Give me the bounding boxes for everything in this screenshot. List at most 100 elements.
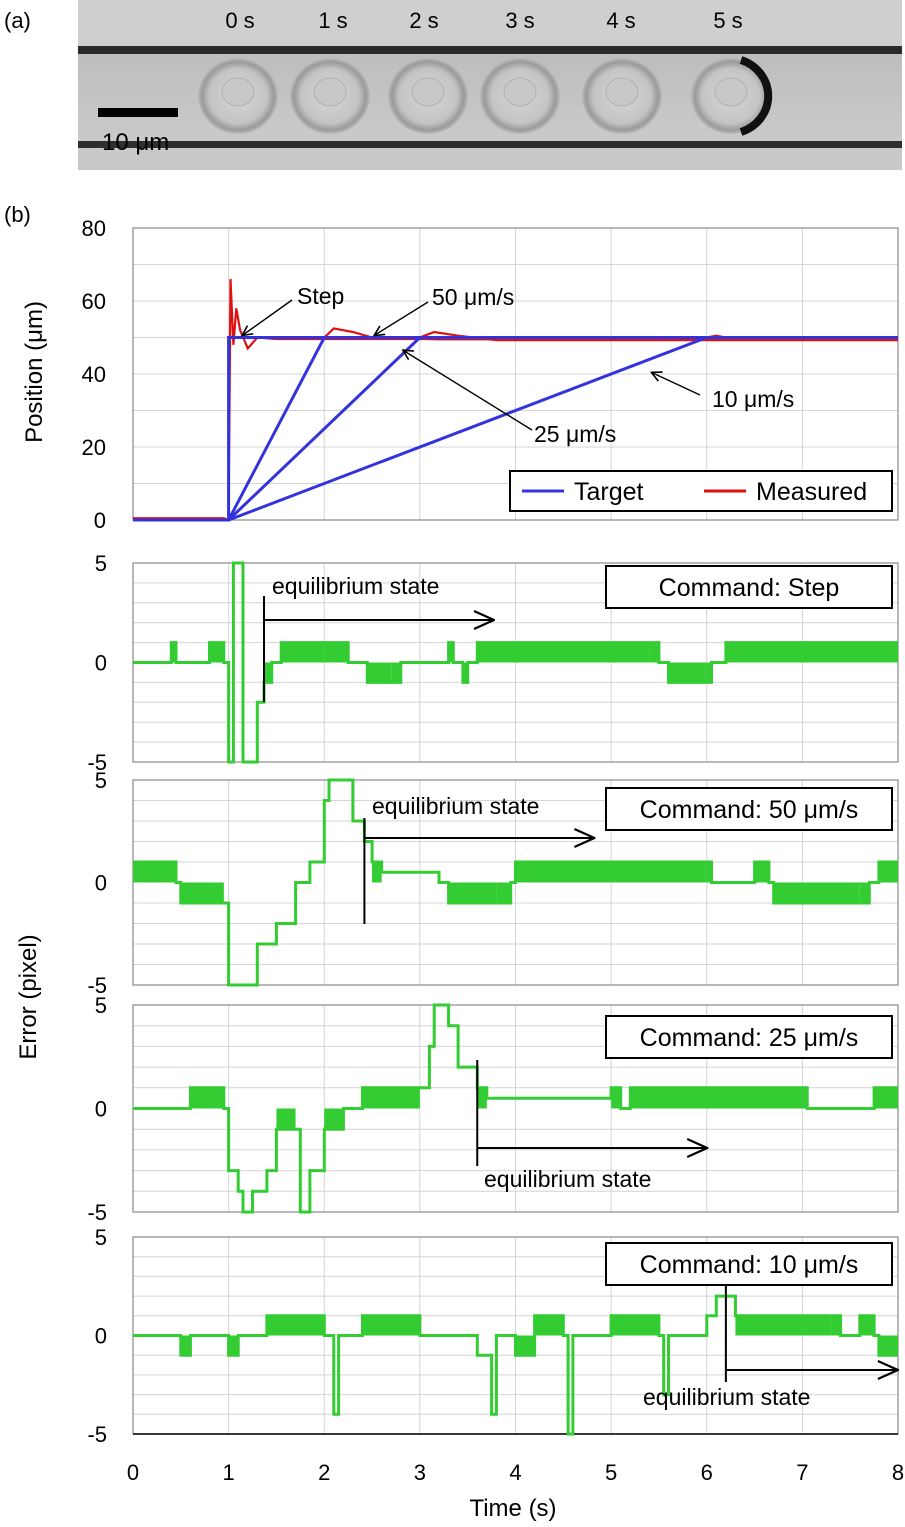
error-noise-band: [180, 1335, 191, 1356]
error-noise-band: [859, 1315, 875, 1336]
error-noise-band: [362, 1315, 420, 1336]
y-tick-label: 5: [95, 993, 107, 1018]
y-tick-label: 5: [95, 768, 107, 793]
equilibrium-label: equilibrium state: [272, 573, 439, 599]
error-noise-band: [133, 862, 177, 883]
x-tick-label: 5: [605, 1460, 617, 1485]
y-tick-label: 5: [95, 1225, 107, 1250]
error-noise-band: [649, 642, 659, 663]
error-noise-band: [630, 1087, 803, 1109]
plot-error-10: -5 0 5 Command: 10 μm/s equilibrium state 0 1 2…: [87, 1225, 904, 1485]
plot-error-25: -5 0 5 Command: 25 μm/s equilibrium state: [87, 993, 899, 1225]
error-noise-band: [515, 1335, 535, 1356]
error-noise-band: [180, 882, 224, 903]
error-noise-band: [266, 1315, 325, 1336]
cell-sequence: [198, 56, 773, 136]
error-noise-band: [878, 1335, 898, 1356]
annotation-arrow: [242, 299, 293, 336]
error-noise-band: [209, 642, 224, 663]
x-tick-label: 2: [318, 1460, 330, 1485]
y-tick-label: -5: [87, 1200, 107, 1225]
error-noise-band: [874, 1087, 898, 1109]
error-noise-band: [668, 662, 707, 683]
error-noise-band: [448, 642, 454, 663]
command-box: [605, 1015, 893, 1059]
cell-nucleus: [714, 77, 748, 107]
time-label: 0 s: [225, 8, 254, 33]
legend: Target Measured: [509, 470, 893, 512]
error-noise-band: [611, 1315, 659, 1336]
annotation-arrow: [651, 372, 701, 396]
time-label: 4 s: [606, 8, 635, 33]
error-noise-band: [324, 1108, 344, 1130]
time-label: 5 s: [713, 8, 742, 33]
annotation-label: 10 μm/s: [712, 386, 794, 412]
cell-edge: [739, 56, 773, 136]
y-tick-label: 0: [94, 508, 106, 533]
x-tick-label: 8: [892, 1460, 904, 1485]
legend-box: [509, 470, 893, 512]
annotation-arrow: [403, 350, 533, 431]
error-noise-band: [228, 1335, 239, 1356]
time-labels: 0 s 1 s 2 s 3 s 4 s 5 s: [225, 8, 742, 33]
error-noise-band: [171, 642, 177, 663]
error-noise-band: [735, 1315, 832, 1336]
annotation-label: 50 μm/s: [432, 284, 514, 310]
command-box: [605, 787, 893, 831]
x-tick-label: 3: [414, 1460, 426, 1485]
target-line: [228, 336, 898, 522]
scale-bar-label: 10 μm: [102, 129, 169, 156]
error-noise-band: [276, 1108, 296, 1130]
command-label: Command: 50 μm/s: [640, 796, 859, 824]
cell-nucleus: [313, 77, 347, 107]
time-label: 3 s: [505, 8, 534, 33]
error-noise-band: [448, 882, 497, 903]
error-noise-band: [611, 1087, 621, 1109]
error-noise-band: [878, 862, 898, 883]
equilibrium-label: equilibrium state: [372, 793, 539, 819]
error-noise-band: [190, 1087, 224, 1109]
micrograph: 0 s 1 s 2 s 3 s 4 s 5 s 10 μm: [78, 0, 902, 170]
error-noise-band: [831, 1315, 841, 1336]
time-label: 2 s: [409, 8, 438, 33]
position-axis-title: Position (μm): [21, 301, 48, 443]
panel-a-label: (a): [4, 8, 31, 33]
plot-position: 0 20 40 60 80 Step 50 μm/s 25 μm/s 10 μm/s Target…: [82, 216, 899, 533]
y-tick-label: 0: [95, 871, 107, 896]
error-noise-band: [754, 862, 769, 883]
x-tick-label: 0: [127, 1460, 139, 1485]
error-noise-band: [859, 882, 870, 903]
error-noise-band: [391, 662, 401, 683]
plot-frame: [132, 227, 899, 521]
y-tick-label: -5: [87, 973, 107, 998]
cell-nucleus: [411, 77, 445, 107]
x-tick-label: 1: [223, 1460, 235, 1485]
annotation-arrow: [374, 301, 429, 336]
annotation-label: 25 μm/s: [534, 421, 616, 447]
error-noise-band: [534, 1315, 564, 1336]
y-tick-label: 80: [82, 216, 106, 241]
y-tick-label: 20: [82, 435, 106, 460]
error-noise-band: [515, 862, 707, 883]
x-tick-label: 6: [701, 1460, 713, 1485]
time-axis-title: Time (s): [469, 1495, 556, 1522]
error-noise-band: [496, 882, 511, 903]
command-box: [605, 1242, 893, 1286]
y-tick-label: 0: [95, 651, 107, 676]
error-noise-band: [281, 642, 325, 663]
equilibrium-label: equilibrium state: [484, 1166, 651, 1192]
y-tick-label: 60: [82, 289, 106, 314]
y-tick-label: -5: [87, 1422, 107, 1447]
error-noise-band: [324, 642, 349, 663]
y-tick-label: 40: [82, 362, 106, 387]
error-axis-title: Error (pixel): [15, 934, 42, 1059]
error-noise-band: [477, 1087, 487, 1109]
plot-error-step: -5 0 5 Command: Step equilibrium state: [87, 551, 899, 775]
error-noise-band: [773, 882, 860, 903]
cell-nucleus: [605, 77, 639, 107]
cell-nucleus: [503, 77, 537, 107]
command-box: [605, 565, 893, 609]
equilibrium-label: equilibrium state: [643, 1384, 810, 1410]
error-noise-band: [706, 662, 712, 683]
